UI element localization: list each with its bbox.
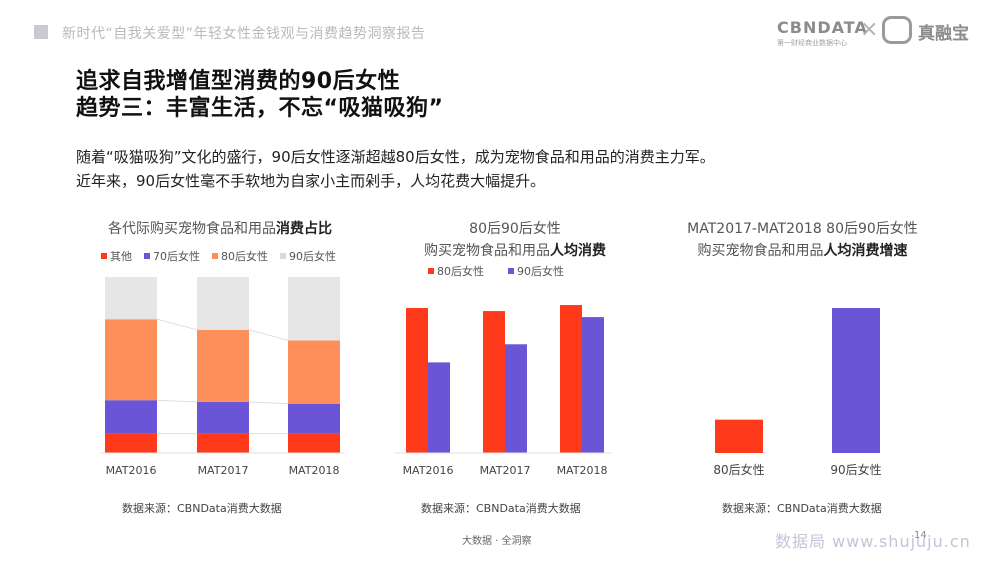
report-title: 新时代“自我关爱型”年轻女性金钱观与消费趋势洞察报告 [62,26,426,42]
chart2-x-tick-label: MAT2017 [480,464,531,477]
chart1-x-tick-label: MAT2018 [289,464,340,477]
chart2-title-line1: 80后90后女性 [469,221,561,237]
chart1-bar-segment [288,433,340,453]
partner-logo: 真融宝 [918,24,969,44]
chart1-bar-segment [105,277,157,320]
legend-label: 其他 [110,250,132,263]
chart1-title: 各代际购买宠物食品和用品消费占比 [108,221,332,237]
chart3-bar [832,308,880,453]
legend-item: 90后女性 [508,263,564,279]
chart2-source: 数据来源：CBNData消费大数据 [421,502,581,515]
chart3-title-line1: MAT2017-MAT2018 80后90后女性 [687,221,918,237]
chart2-bar [505,344,527,453]
chart1-connector-line [156,399,198,403]
page-number: 14 [914,530,927,541]
chart1-source: 数据来源：CBNData消费大数据 [122,502,282,515]
legend-label: 80后女性 [221,250,268,263]
chart2-x-tick-label: MAT2016 [403,464,454,477]
chart1-connector-line [248,329,289,341]
legend-label: 80后女性 [437,265,484,278]
chart1-stacked-bars: MAT2016 MAT2017 MAT2018 [100,277,345,477]
legend-label: 90后女性 [289,250,336,263]
chart2-bar [582,317,604,453]
chart2-bar [406,308,428,453]
chart1-bar-segment [197,433,249,453]
chart2-legend: 80后女性 90后女性 [428,263,564,279]
legend-label: 90后女性 [517,265,564,278]
legend-item: 70后女性 [144,248,200,264]
chart1-bar-segment [105,400,157,434]
chart2-grouped-bars: MAT2016 MAT2017 MAT2018 [395,305,612,477]
legend-item: 其他 [101,248,132,264]
header-square-icon [34,25,48,39]
chart1-x-tick-label: MAT2016 [106,464,157,477]
chart2-bar [560,305,582,453]
chart1-bar-segment [288,340,340,404]
chart3-bar [715,419,763,453]
description-line1: 随着“吸猫吸狗”文化的盛行，90后女性逐渐超越80后女性，成为宠物食品和用品的消… [76,148,715,166]
chart1-bar-segment [197,401,249,434]
chart3-title-line2: 购买宠物食品和用品人均消费增速 [697,243,908,259]
page-title-line1: 追求自我增值型消费的90后女性 [76,69,401,94]
legend-item: 90后女性 [280,248,336,264]
chart3-source: 数据来源：CBNData消费大数据 [722,502,882,515]
chart3-x-tick-label: 80后女性 [713,462,764,477]
cbndata-logo-subtitle: 第一财经商业数据中心 [777,39,847,47]
chart1-bar-segment [288,403,340,434]
legend-item: 80后女性 [428,263,484,279]
watermark: 数据局 www.shujuju.cn [775,532,971,551]
chart2-title-line2: 购买宠物食品和用品人均消费 [424,243,606,259]
chart1-bar-segment [105,433,157,453]
chart2-x-tick-label: MAT2018 [557,464,608,477]
logo-separator: × [860,17,879,42]
chart1-connector-line [156,318,198,331]
chart1-x-tick-label: MAT2017 [198,464,249,477]
chart1-bar-segment [105,319,157,401]
chart1-connector-line [248,401,289,405]
legend-label: 70后女性 [153,250,200,263]
page-title-line2: 趋势三：丰富生活，不忘“吸猫吸狗” [76,96,444,121]
cbndata-logo: CBNDATA [777,18,868,37]
chart3-bars: 80后女性 90后女性 [713,308,882,477]
chart1-legend: 其他 70后女性 80后女性 90后女性 [101,248,336,264]
chart1-bar-segment [197,277,249,330]
chart2-bar [483,311,505,453]
partner-logo-icon [882,16,912,44]
chart3-x-tick-label: 90后女性 [830,462,881,477]
chart1-bar-segment [197,329,249,402]
chart2-bar [428,362,450,453]
chart1-bar-segment [288,277,340,341]
footer-text: 大数据 · 全洞察 [462,536,532,547]
legend-item: 80后女性 [212,248,268,264]
description-line2: 近年来，90后女性毫不手软地为自家小主而剁手，人均花费大幅提升。 [76,172,546,190]
